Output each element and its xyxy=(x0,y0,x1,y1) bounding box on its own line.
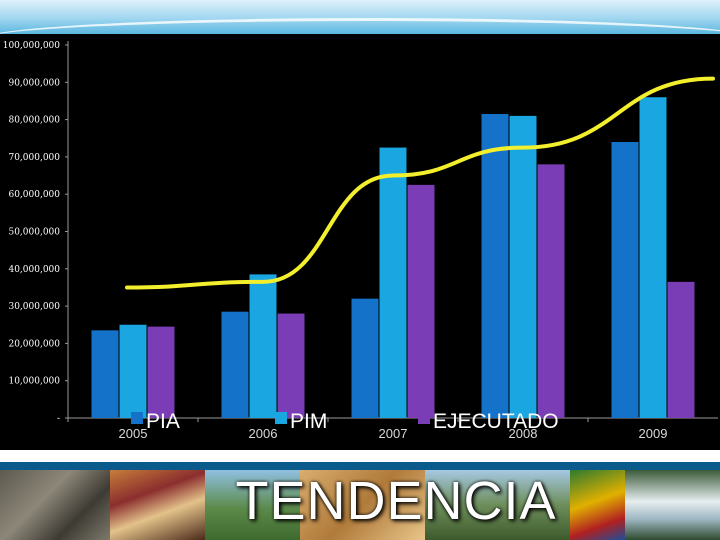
x-category-label: 2007 xyxy=(379,426,408,441)
bar-pim-2008 xyxy=(509,115,537,419)
y-tick-label: 80,000,000 xyxy=(8,116,60,126)
photo-landscape xyxy=(205,470,300,540)
chart-panel: - 10,000,000 20,000,000 30,000,000 40,000,00… xyxy=(0,34,720,450)
bar-chart: - 10,000,000 20,000,000 30,000,000 40,000,00… xyxy=(3,41,718,441)
photo-festival xyxy=(110,470,205,540)
header-band xyxy=(0,0,720,34)
bar-pia-2008 xyxy=(481,114,509,418)
y-tick-label: 30,000,000 xyxy=(8,302,60,312)
photo-parrot xyxy=(570,470,625,540)
bar-ejecutado-2005 xyxy=(147,326,175,418)
photo-stone-ruins xyxy=(0,470,110,540)
slide-title: TENDENCIA xyxy=(235,471,557,531)
bar-ejecutado-2007 xyxy=(407,184,435,418)
bar-pim-2007 xyxy=(379,147,407,418)
photo-carvings xyxy=(300,470,425,540)
legend-label-ejecutado: EJECUTADO xyxy=(433,410,559,433)
y-tick-label: 90,000,000 xyxy=(8,78,60,88)
bar-pia-2006 xyxy=(221,311,249,418)
trend-line xyxy=(125,76,715,290)
y-tick-label: 50,000,000 xyxy=(8,228,60,238)
y-tick-label: 20,000,000 xyxy=(8,339,60,349)
bar-pim-2006 xyxy=(249,274,277,418)
bar-pia-2007 xyxy=(351,298,379,418)
y-tick-label: 40,000,000 xyxy=(8,265,60,275)
photo-strip xyxy=(0,462,720,540)
x-category-label: 2009 xyxy=(639,426,668,441)
photo-mountains xyxy=(425,470,570,540)
y-tick-label: 100,000,000 xyxy=(3,41,61,51)
header-wave-decoration xyxy=(0,18,720,34)
y-tick-label: 60,000,000 xyxy=(8,190,60,200)
bar-pia-2009 xyxy=(611,141,639,418)
legend-swatch-pia xyxy=(131,412,143,424)
y-tick-label: 70,000,000 xyxy=(8,153,60,163)
x-category-label: 2005 xyxy=(119,426,148,441)
bar-pia-2005 xyxy=(91,330,119,418)
photo-waterfall xyxy=(625,470,720,540)
legend-swatch-ejecutado xyxy=(418,412,430,424)
x-category-label: 2006 xyxy=(249,426,278,441)
x-category-label: 2008 xyxy=(509,426,538,441)
bar-ejecutado-2008 xyxy=(537,164,565,418)
bar-ejecutado-2006 xyxy=(277,313,305,418)
legend-label-pim: PIM xyxy=(290,410,327,433)
legend-label-pia: PIA xyxy=(146,410,180,433)
bar-pim-2005 xyxy=(119,324,147,418)
bar-ejecutado-2009 xyxy=(667,281,695,418)
bar-pim-2009 xyxy=(639,97,667,418)
y-tick-label: - xyxy=(57,414,60,424)
legend-swatch-pim xyxy=(275,412,287,424)
y-tick-label: 10,000,000 xyxy=(8,377,60,387)
